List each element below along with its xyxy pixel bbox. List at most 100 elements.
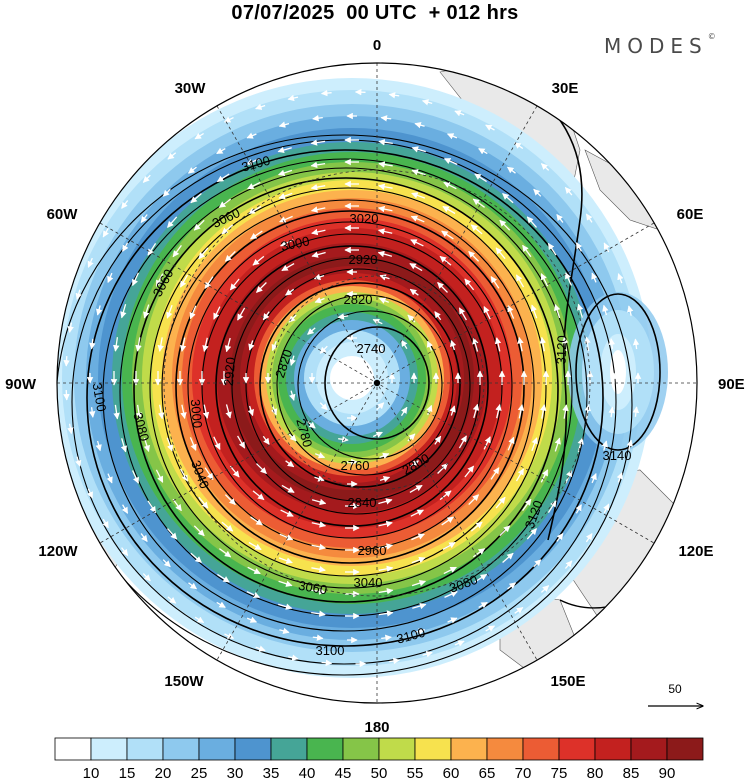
- contour-label: 2780: [293, 417, 315, 449]
- wind-arrow: [472, 337, 479, 352]
- modes-logo: MODES©: [604, 32, 716, 58]
- wind-arrow: [252, 255, 265, 266]
- contour-labels: 2740 2760 2780 2800 2820 2820 2840 2920 …: [90, 153, 632, 658]
- map-disk: [57, 63, 697, 703]
- colorbar-tick-label: 15: [119, 765, 136, 782]
- contour-line: [297, 310, 443, 460]
- wind-arrow: [608, 338, 616, 349]
- wind-arrow: [189, 305, 197, 320]
- wind-arrow: [522, 244, 532, 258]
- wind-arrow: [547, 500, 557, 513]
- colorbar-tick-label: 25: [191, 765, 208, 782]
- wind-arrow: [464, 278, 475, 291]
- wind-arrow: [526, 216, 537, 228]
- wind-arrow: [213, 436, 221, 450]
- wind-arrow: [314, 297, 325, 304]
- wind-arrow: [95, 440, 102, 452]
- wind-arrow: [279, 215, 293, 223]
- wind-arrow: [224, 494, 236, 506]
- contour-line: [57, 134, 633, 676]
- contour-label: 2820: [344, 292, 373, 307]
- wind-arrow: [443, 566, 457, 575]
- wind-arrow: [180, 404, 187, 420]
- wind-arrow: [564, 187, 573, 196]
- wind-arrow: [162, 188, 171, 197]
- wind-arrow: [556, 213, 564, 223]
- colorbar-swatch: [342, 737, 380, 761]
- wind-arrow: [142, 573, 151, 582]
- wind-arrow: [142, 174, 151, 183]
- wind-arrow: [219, 548, 232, 558]
- colorbar-swatch: [54, 737, 92, 761]
- wind-arrow: [288, 654, 299, 661]
- wind-arrow: [224, 250, 236, 262]
- wind-arrow: [246, 158, 260, 165]
- wind-arrow: [188, 582, 198, 590]
- colorbar-tick-label: 55: [407, 765, 424, 782]
- lon-label-150w: 150W: [164, 673, 204, 690]
- colorbar-tick-label: 35: [263, 765, 280, 782]
- wind-arrow: [547, 242, 557, 256]
- wind-arrow: [311, 566, 326, 573]
- wind-arrow: [474, 573, 488, 583]
- contour-label: 3020: [350, 211, 379, 226]
- colorbar-tick-label: 40: [299, 765, 316, 782]
- colorbar-swatch: [522, 737, 560, 761]
- wind-arrow: [380, 115, 392, 122]
- wind-arrow: [179, 274, 189, 288]
- wind-arrow: [454, 640, 465, 647]
- wind-arrow: [319, 402, 328, 411]
- wind-arrow: [507, 436, 515, 451]
- contour-line: [259, 282, 461, 488]
- wind-arrow: [444, 591, 458, 598]
- wind-arrow: [378, 205, 393, 213]
- wind-arrow: [495, 247, 506, 260]
- wind-arrow: [540, 163, 550, 171]
- wind-arrow: [107, 272, 114, 283]
- colorbar-tick-label: 30: [227, 765, 244, 782]
- wind-arrow: [285, 460, 295, 468]
- wind-arrow: [447, 617, 458, 624]
- wind-arrow: [311, 498, 327, 506]
- wind-arrow: [102, 518, 109, 529]
- lon-label-60w: 60W: [47, 206, 79, 223]
- wind-arrow: [122, 242, 129, 252]
- wind-arrow: [442, 541, 456, 551]
- wind-arrow: [310, 161, 326, 169]
- wind-arrow: [378, 183, 393, 190]
- contour-line: [149, 187, 547, 589]
- colorbar-tick-label: 90: [659, 765, 676, 782]
- wind-arrow: [495, 403, 502, 419]
- wind-arrow: [221, 224, 234, 235]
- wind-arrow: [554, 303, 561, 319]
- wind-arrow: [517, 404, 525, 419]
- wind-arrow: [132, 470, 139, 484]
- wind-arrow: [121, 200, 129, 209]
- wind-arrow: [281, 484, 295, 493]
- reference-vector-label: 50: [668, 682, 682, 696]
- lon-label-120w: 120W: [38, 543, 78, 560]
- wind-arrow: [464, 465, 475, 478]
- wind-arrow: [193, 219, 205, 231]
- wind-arrow: [388, 92, 400, 99]
- wind-arrow: [320, 89, 332, 97]
- wind-arrow: [256, 282, 267, 293]
- wind-arrow: [314, 475, 325, 482]
- wind-arrow: [407, 314, 416, 323]
- wind-arrow: [378, 520, 393, 528]
- wind-arrow: [472, 198, 485, 208]
- wind-arrow: [75, 456, 82, 467]
- wind-arrow: [140, 533, 148, 543]
- wind-arrow: [378, 297, 390, 304]
- contour-label: 3120: [554, 335, 570, 364]
- wind-arrow: [379, 452, 390, 459]
- wind-arrow: [409, 484, 423, 493]
- lon-label-120e: 120E: [678, 543, 713, 560]
- contour-label: 2740: [357, 341, 386, 356]
- colorbar-swatch: [162, 737, 200, 761]
- wind-arrow: [522, 498, 532, 511]
- wind-arrow: [608, 406, 615, 418]
- geopotential-contours: [57, 71, 697, 676]
- wind-arrow: [400, 406, 408, 417]
